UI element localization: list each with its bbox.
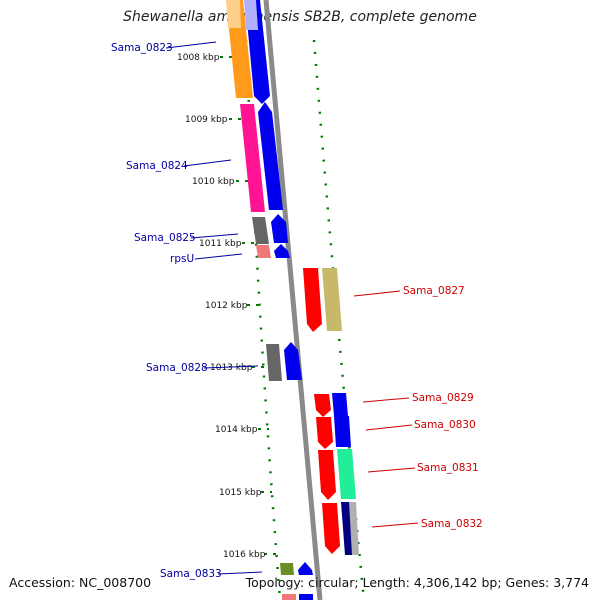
- gene-label: rpsU: [170, 253, 194, 265]
- gene-label: Sama_0823: [111, 42, 173, 54]
- gene-label: Sama_0832: [421, 518, 483, 530]
- gene-label: Sama_0831: [417, 462, 479, 474]
- gene-label: Sama_0829: [412, 392, 474, 404]
- gene-label: Sama_0827: [403, 285, 465, 297]
- gene-label: Sama_0830: [414, 419, 476, 431]
- tick-label: 1015 kbp: [219, 488, 262, 498]
- gene-block-gray: [266, 344, 282, 381]
- leader-lines: [165, 41, 419, 575]
- accession-text: Accession: NC_008700: [9, 575, 152, 590]
- gene-arrow-red: [322, 503, 340, 554]
- leader-line: [183, 159, 232, 167]
- tick-label: 1013 kbp: [210, 363, 253, 373]
- leader-line: [365, 424, 413, 431]
- gene-label: Sama_0824: [126, 160, 188, 172]
- gene-label: Sama_0828: [146, 362, 208, 374]
- tick-label: 1014 kbp: [215, 425, 258, 435]
- gene-block-gray: [252, 217, 269, 244]
- gene-label: Sama_0825: [134, 232, 196, 244]
- gene-label: Sama_0833: [160, 568, 222, 580]
- tick-label: 1010 kbp: [192, 177, 235, 187]
- gene-arrow-blue: [274, 244, 290, 258]
- gene-arrow-red: [316, 417, 333, 449]
- leader-line: [190, 233, 239, 239]
- gene-arrow-red: [314, 394, 331, 417]
- tick-label: 1016 kbp: [223, 550, 266, 560]
- reverse-genes: [303, 268, 359, 555]
- leader-line: [353, 290, 401, 297]
- leader-line: [194, 253, 243, 260]
- gene-block-orange-top: [226, 0, 241, 28]
- tick-label: 1011 kbp: [199, 239, 242, 249]
- genome-backbone: [263, 0, 323, 600]
- gene-block-light: [244, 0, 258, 30]
- tick-label: 1008 kbp: [177, 53, 220, 63]
- gene-arrow-blue: [271, 214, 288, 243]
- gene-arrow-red: [318, 450, 336, 500]
- gene-arrow-blue: [284, 342, 302, 380]
- gene-block-olive: [280, 563, 294, 575]
- tick-label: 1009 kbp: [185, 115, 228, 125]
- genome-summary-text: Topology: circular; Length: 4,306,142 bp…: [245, 575, 589, 590]
- tick-label: 1012 kbp: [205, 301, 248, 311]
- gene-block-salmon: [256, 245, 271, 258]
- gene-block-teal: [337, 449, 356, 499]
- forward-genes: [226, 0, 313, 600]
- gene-block-silver: [349, 502, 359, 555]
- gene-block-blue: [299, 594, 313, 600]
- gene-arrow-blue: [258, 102, 283, 210]
- gene-arrow-red: [303, 268, 322, 332]
- leader-line: [217, 571, 263, 575]
- gene-block-salmon: [282, 594, 296, 600]
- gene-block-blue: [334, 416, 351, 447]
- tick-labels: 1008 kbp 1009 kbp 1010 kbp 1011 kbp 1012…: [177, 53, 266, 560]
- leader-line: [362, 397, 410, 403]
- gene-block-pink: [240, 104, 265, 212]
- leader-line: [367, 467, 416, 473]
- gene-block-khaki: [322, 268, 342, 331]
- map-title: Shewanella amazonensis SB2B, complete ge…: [123, 9, 477, 25]
- leader-line: [165, 41, 217, 49]
- gene-labels: Sama_0823 Sama_0824 Sama_0825 rpsU Sama_…: [111, 42, 483, 580]
- gene-block-blue: [332, 393, 348, 416]
- leader-line: [203, 365, 259, 369]
- leader-line: [371, 522, 419, 528]
- gene-arrow-blue: [298, 562, 313, 575]
